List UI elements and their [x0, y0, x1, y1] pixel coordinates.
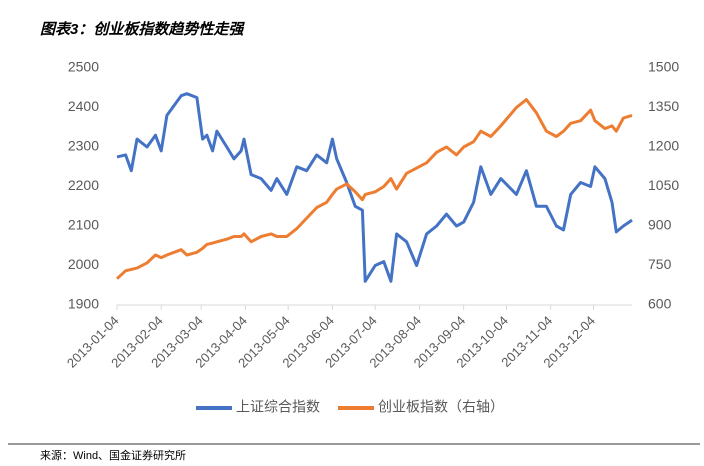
y2-tick-label: 600: [648, 296, 672, 312]
y2-tick-label: 900: [648, 217, 672, 233]
y-tick-label: 2100: [68, 217, 99, 233]
legend-label: 上证综合指数: [236, 399, 320, 415]
y2-tick-label: 1500: [648, 59, 679, 75]
series-line: [115, 98, 633, 280]
y-tick-label: 1900: [68, 296, 99, 312]
y2-tick-label: 1050: [648, 177, 679, 193]
series-line: [116, 92, 633, 283]
chart-title: 图表3：创业板指数趋势性走强: [40, 21, 245, 38]
y-tick-label: 2400: [68, 98, 99, 114]
source: 来源：Wind、国金证券研究所: [40, 448, 186, 462]
y-tick-label: 2500: [68, 59, 99, 75]
y-tick-label: 2200: [68, 177, 99, 193]
y2-tick-label: 1200: [648, 138, 679, 154]
y2-tick-label: 750: [648, 256, 672, 272]
y-tick-label: 2300: [68, 138, 99, 154]
legend-label: 创业板指数（右轴）: [378, 399, 504, 415]
y-tick-label: 2000: [68, 256, 99, 272]
y2-tick-label: 1350: [648, 98, 679, 114]
